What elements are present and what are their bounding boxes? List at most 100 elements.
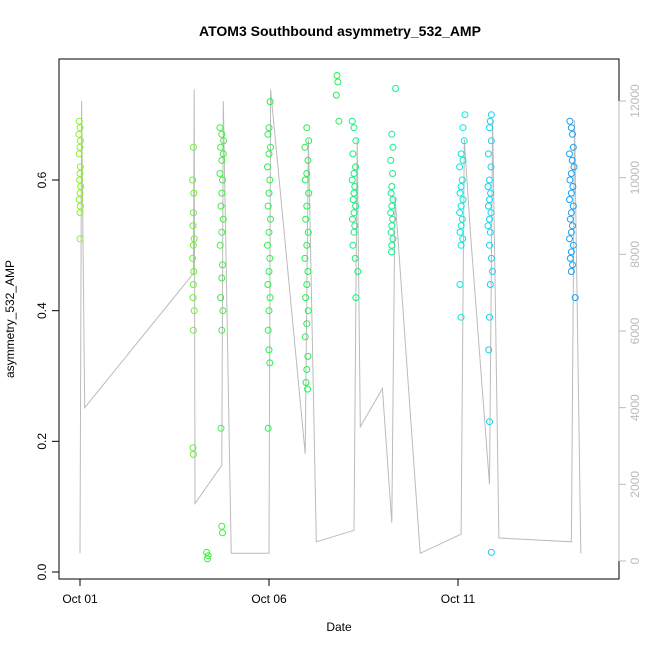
y2-tick-label: 4000 <box>628 394 642 421</box>
data-point <box>388 222 396 230</box>
data-point <box>218 326 226 334</box>
data-point <box>486 117 494 125</box>
data-point <box>486 124 493 132</box>
data-point <box>219 261 226 269</box>
data-point <box>568 156 576 164</box>
data-point <box>489 268 496 275</box>
data-point <box>189 281 197 288</box>
data-point <box>389 215 397 223</box>
data-point <box>487 163 495 171</box>
data-points <box>75 72 579 563</box>
data-point <box>484 202 492 210</box>
data-point <box>459 156 467 164</box>
data-point <box>76 124 84 132</box>
data-point <box>350 170 358 177</box>
data-point <box>219 529 226 537</box>
y2-tick-label: 12000 <box>628 84 642 118</box>
data-point <box>566 254 574 262</box>
data-point <box>302 294 310 302</box>
data-point <box>486 241 493 249</box>
data-point <box>267 215 274 223</box>
data-point <box>569 241 577 249</box>
data-point <box>216 170 224 177</box>
data-point <box>303 170 311 177</box>
data-point <box>303 281 311 288</box>
y2-tick-label: 8000 <box>628 241 642 268</box>
data-point <box>265 150 273 158</box>
data-point <box>264 424 272 432</box>
data-point <box>567 170 575 177</box>
data-point <box>189 444 197 452</box>
data-point <box>301 254 309 262</box>
data-point <box>486 313 493 321</box>
data-point <box>217 143 225 151</box>
data-point <box>567 124 575 132</box>
data-point <box>265 268 273 275</box>
data-point <box>302 379 310 386</box>
y-tick-label: 0.0 <box>35 563 49 580</box>
data-point <box>484 150 492 158</box>
data-point <box>76 235 84 243</box>
data-point <box>569 222 576 230</box>
y2-tick-label: 0 <box>628 557 642 564</box>
data-point <box>484 222 492 230</box>
y2-tick-label: 2000 <box>628 471 642 498</box>
data-point <box>387 156 395 164</box>
y-axis-left: 0.0 0.2 0.4 0.6 <box>35 171 60 580</box>
data-point <box>484 183 492 190</box>
data-point <box>389 143 397 151</box>
data-point <box>457 150 465 158</box>
data-point <box>189 209 197 217</box>
data-point <box>457 241 465 249</box>
data-point <box>387 209 395 217</box>
data-point <box>265 189 273 197</box>
x-axis-label: Date <box>326 620 352 634</box>
data-point <box>304 352 312 360</box>
data-point <box>220 137 228 145</box>
data-point <box>219 215 227 223</box>
data-point <box>389 196 397 204</box>
data-point <box>76 209 84 217</box>
data-point <box>486 418 493 426</box>
y-axis-right: 0 2000 4000 6000 8000 10000 12000 <box>618 84 642 564</box>
data-point <box>459 235 467 243</box>
data-point <box>301 333 309 341</box>
data-point <box>388 241 396 249</box>
data-point <box>76 202 84 210</box>
data-point <box>566 196 573 204</box>
data-point <box>457 222 465 230</box>
data-point <box>218 130 226 138</box>
y-tick-label: 0.4 <box>35 302 49 319</box>
data-point <box>389 170 397 177</box>
y2-tick-label: 10000 <box>628 161 642 195</box>
data-point <box>458 215 466 223</box>
data-point <box>218 189 226 197</box>
data-point <box>485 346 493 354</box>
data-point <box>335 117 343 125</box>
data-point <box>349 196 357 204</box>
data-point <box>304 307 312 315</box>
data-point <box>265 228 273 236</box>
data-point <box>567 228 575 236</box>
data-point <box>333 72 341 79</box>
data-point <box>267 143 274 151</box>
data-point <box>266 359 274 367</box>
data-point <box>189 326 197 334</box>
data-point <box>350 124 358 132</box>
data-point <box>566 150 573 158</box>
data-point <box>456 189 464 197</box>
data-point <box>189 294 197 302</box>
data-point <box>189 176 197 184</box>
data-point <box>189 222 197 230</box>
data-point <box>352 137 360 145</box>
data-point <box>567 189 575 197</box>
data-point <box>567 209 575 217</box>
data-point <box>264 281 272 288</box>
data-point <box>218 156 226 164</box>
data-point <box>388 202 396 210</box>
data-point <box>348 176 356 184</box>
data-point <box>302 215 310 223</box>
data-point <box>190 235 198 243</box>
data-point <box>456 228 464 236</box>
